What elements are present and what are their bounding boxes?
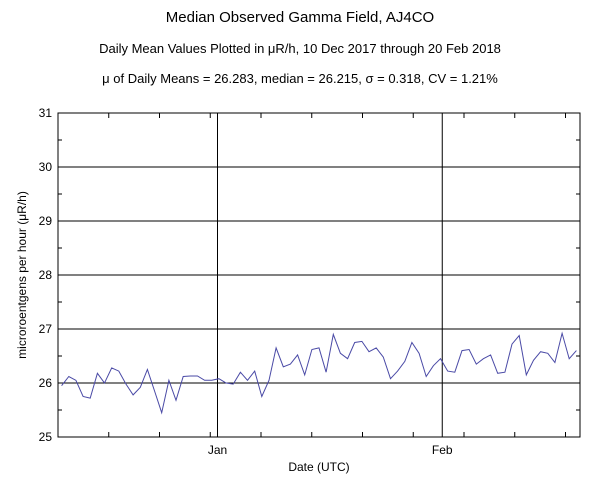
y-tick-label: 25 xyxy=(39,430,53,444)
x-tick-labels: Jan Feb xyxy=(208,443,453,457)
chart-statistics: μ of Daily Means = 26.283, median = 26.2… xyxy=(102,71,498,86)
chart-title: Median Observed Gamma Field, AJ4CO xyxy=(165,9,435,26)
y-tick-label: 31 xyxy=(39,106,53,120)
y-tick-label: 26 xyxy=(39,376,53,390)
plot-frame xyxy=(57,112,581,438)
y-tick-label: 30 xyxy=(39,160,53,174)
x-axis-label: Date (UTC) xyxy=(288,460,349,474)
daily-mean-series-line xyxy=(61,331,577,415)
grid-lines xyxy=(58,113,580,437)
y-tick-label: 27 xyxy=(39,322,53,336)
x-tick-label: Feb xyxy=(432,443,453,457)
chart-subtitle: Daily Mean Values Plotted in μR/h, 10 De… xyxy=(99,41,501,56)
y-tick-labels: 25 26 27 28 29 30 31 xyxy=(39,106,53,444)
y-tick-label: 28 xyxy=(39,268,53,282)
x-tick-label: Jan xyxy=(208,443,227,457)
y-axis-label: microroentgens per hour (μR/h) xyxy=(15,191,29,359)
y-tick-label: 29 xyxy=(39,214,53,228)
